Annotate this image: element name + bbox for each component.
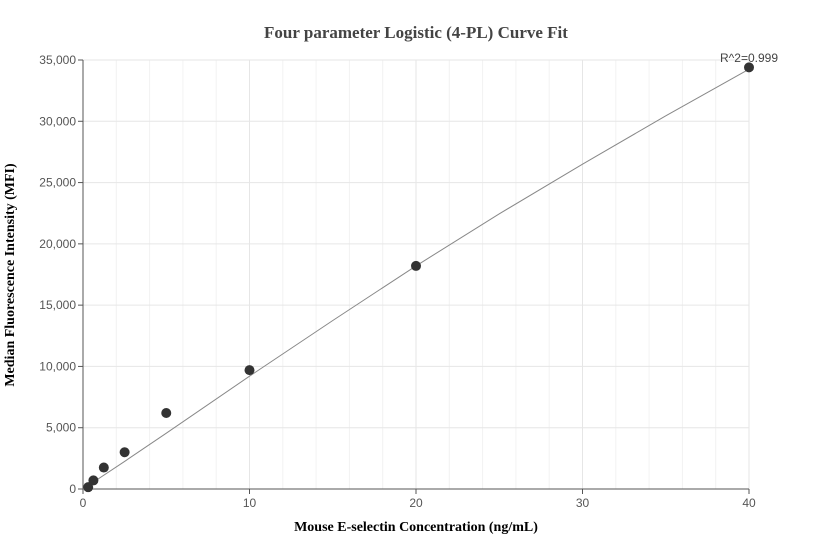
- data-point: [244, 365, 255, 376]
- data-point: [98, 462, 109, 473]
- x-tick-label: 20: [409, 496, 423, 510]
- y-tick-label: 10,000: [39, 359, 76, 373]
- x-axis-title: Mouse E-selectin Concentration (ng/mL): [294, 520, 538, 535]
- axes: [78, 59, 750, 494]
- data-point: [744, 62, 754, 73]
- x-tick-label: 40: [742, 496, 756, 510]
- data-point: [88, 475, 99, 486]
- y-tick-label: 5,000: [46, 421, 76, 435]
- y-tick-label: 30,000: [39, 114, 76, 128]
- data-point: [411, 260, 421, 271]
- y-tick-labels: 0 5,000 10,000 15,000 20,000 25,000 30,000 35,0…: [39, 53, 76, 496]
- x-tick-label: 10: [243, 496, 257, 510]
- data-point: [161, 408, 172, 419]
- x-tick-label: 0: [80, 496, 87, 510]
- data-points: [83, 62, 754, 493]
- x-tick-label: 30: [576, 496, 590, 510]
- data-point: [83, 482, 94, 493]
- data-point: [119, 447, 130, 458]
- fit-curve: [82, 68, 750, 490]
- y-tick-label: 25,000: [39, 176, 76, 190]
- chart-title: Four parameter Logistic (4-PL) Curve Fit: [264, 23, 568, 42]
- y-tick-label: 35,000: [39, 53, 76, 67]
- y-tick-label: 0: [69, 482, 76, 496]
- x-tick-labels: 0 10 20 30 40: [80, 496, 756, 510]
- y-tick-label: 15,000: [39, 298, 76, 312]
- y-tick-label: 20,000: [39, 237, 76, 251]
- y-axis-title: Median Fluorescence Intensity (MFI): [3, 163, 18, 387]
- minor-grid: [115, 60, 717, 489]
- fit-line: [82, 68, 750, 490]
- r-squared-annotation: R^2=0.999: [720, 51, 778, 65]
- major-grid: [83, 59, 750, 489]
